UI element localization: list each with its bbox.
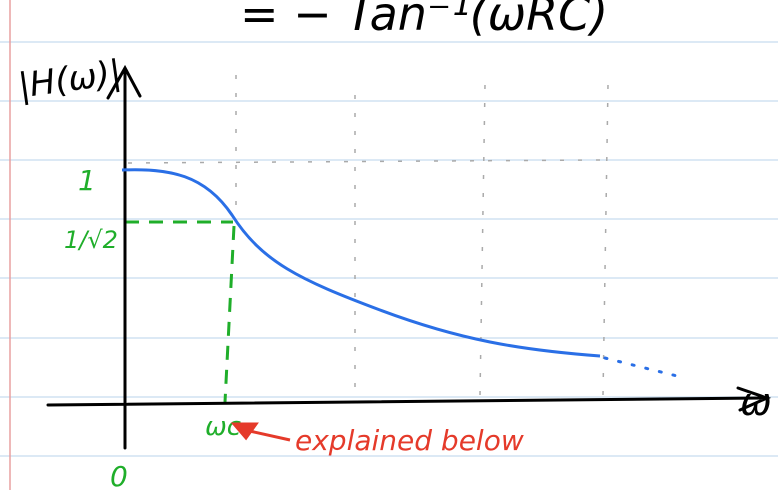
annotation-arrow — [234, 424, 290, 440]
formula: = − Tan⁻¹(ωRC) — [240, 0, 608, 41]
tick-label-one: 1 — [78, 164, 96, 197]
tick-label-inv-sqrt2: 1/√2 — [64, 226, 118, 254]
annotation: explained below — [295, 424, 524, 457]
guide-lines — [128, 75, 608, 395]
tick-label-origin: 0 — [110, 460, 128, 490]
note-page: = − Tan⁻¹(ωRC) |H(ω)| ω 1 1/√2 0 ωc expl… — [0, 0, 778, 490]
axes — [48, 68, 767, 448]
response-curve — [122, 170, 600, 356]
curve-continuation — [605, 358, 685, 378]
x-axis-label: ω — [740, 380, 772, 424]
cutoff-guides — [125, 222, 234, 402]
